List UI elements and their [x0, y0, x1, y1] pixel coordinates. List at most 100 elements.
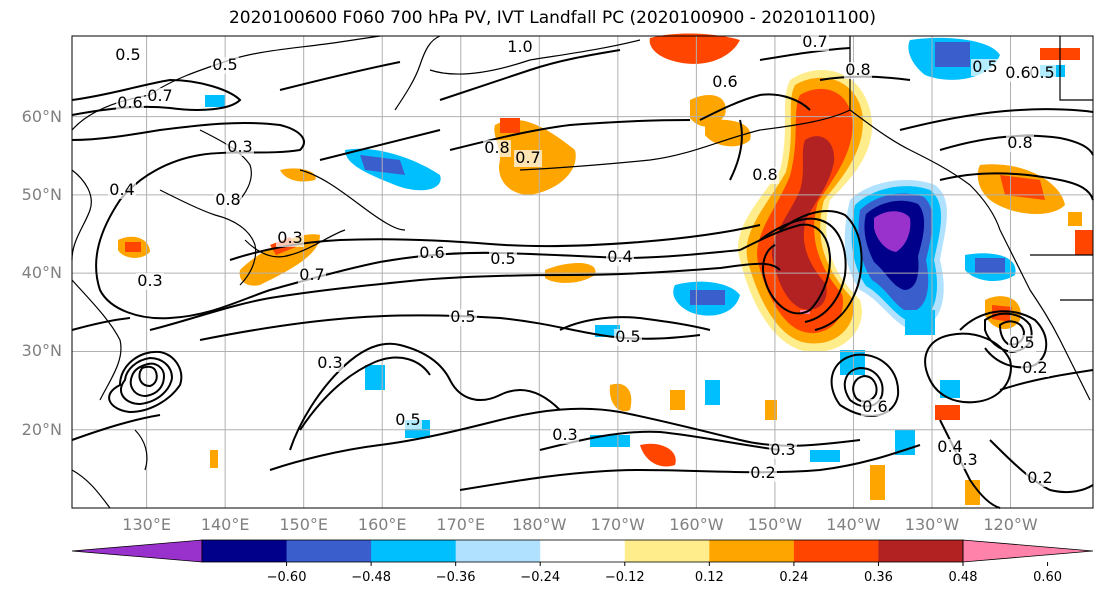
- longitude-label: 160°E: [357, 515, 407, 534]
- contour-label-bg: [711, 74, 739, 91]
- contour-label: 0.3: [277, 228, 302, 247]
- colorbar-swatch: [793, 540, 879, 562]
- colorbar-swatch: [878, 540, 964, 562]
- contour-label: 0.6: [117, 93, 142, 112]
- contour-label: 0.5: [972, 57, 997, 76]
- positive-pv-sub6: [870, 465, 885, 500]
- contour-label: 0.8: [484, 138, 509, 157]
- longitude-label: 160°W: [669, 515, 724, 534]
- contour-label-bg: [801, 34, 829, 51]
- positive-pv-sub5: [935, 405, 960, 420]
- longitude-label: 170°W: [590, 515, 645, 534]
- colorbar-tick-label: −0.36: [435, 570, 476, 585]
- contour-label: 0.6: [419, 243, 444, 262]
- contour-label: 0.7: [147, 86, 172, 105]
- positive-pv-topright: [705, 119, 751, 147]
- contour-label-bg: [483, 140, 511, 157]
- contour-label-bg: [276, 230, 304, 247]
- contour-label-bg: [394, 412, 422, 429]
- negative-pv-topright-core: [935, 42, 970, 67]
- contour-label: 0.5: [212, 55, 237, 74]
- negative-pv-small7: [705, 380, 720, 405]
- contour-label-bg: [1026, 470, 1054, 487]
- positive-pv-bering-core: [500, 118, 520, 133]
- contour-label-bg: [769, 442, 797, 459]
- colorbar-tick-label: 0.36: [863, 570, 893, 585]
- longitude-label: 130°W: [904, 515, 960, 534]
- contour-label-bg: [606, 249, 634, 266]
- colorbar-tick-label: 0.12: [694, 570, 724, 585]
- latitude-label: 40°N: [21, 263, 62, 283]
- negative-pv-small11: [940, 380, 960, 398]
- latitude-label: 30°N: [21, 341, 62, 361]
- negative-pv-small8: [810, 450, 840, 462]
- contour-label-bg: [226, 139, 254, 156]
- negative-pv-small9: [205, 95, 225, 107]
- pv-shading: [118, 33, 1093, 505]
- positive-pv-sub7: [965, 480, 980, 505]
- contour-label-bg: [936, 439, 964, 456]
- positive-pv-sub2: [640, 443, 676, 467]
- positive-pv-sub1: [609, 383, 632, 412]
- contour-label-bg: [449, 309, 477, 326]
- contour-label-bg: [951, 452, 979, 469]
- negative-pv-east-core: [975, 258, 1005, 273]
- colorbar-tick-label: −0.12: [604, 570, 645, 585]
- contour-label: 0.8: [215, 190, 240, 209]
- contour-label-bg: [749, 465, 777, 482]
- contour-label-bg: [316, 355, 344, 372]
- contour-label: 0.6: [1005, 63, 1030, 82]
- colorbar-tick-label: −0.24: [520, 570, 561, 585]
- positive-pv-sub10: [1068, 212, 1082, 226]
- contour-label-bg: [1028, 65, 1056, 82]
- colorbar-frame: [201, 539, 964, 563]
- contour-label: 0.3: [770, 440, 795, 459]
- contour-label: 0.7: [802, 32, 827, 51]
- contour-label-bg: [214, 192, 242, 209]
- colorbar-tick-label: 0.24: [779, 570, 809, 585]
- positive-pv-top: [649, 33, 740, 64]
- contour-label-bg: [211, 57, 239, 74]
- positive-pv-sub9: [280, 168, 316, 182]
- map-frame: [71, 35, 1094, 509]
- colorbar-tick-label: 0.48: [948, 570, 978, 585]
- contour-label: 0.7: [515, 148, 540, 167]
- contour-label-bg: [514, 150, 542, 167]
- contour-label: 0.2: [1022, 358, 1047, 377]
- colorbar-swatch: [455, 540, 541, 562]
- contour-label-bg: [1004, 65, 1032, 82]
- longitude-label: 150°E: [279, 515, 329, 534]
- colorbar-swatch: [540, 540, 626, 562]
- latitude-label: 50°N: [21, 184, 62, 204]
- negative-pv-small1: [595, 325, 620, 337]
- contour-label: 0.4: [109, 180, 134, 199]
- contour-labels: 0.50.50.6 0.71.0 0.70.80.60.50.3 0.80.70.40…: [108, 32, 1056, 487]
- negative-pv-small4: [590, 435, 630, 447]
- positive-pv-topright2-core: [1000, 175, 1045, 200]
- contour-label-bg: [506, 39, 534, 56]
- colorbar-swatch: [286, 540, 372, 562]
- positive-pv-ridge-alaska-max: [771, 136, 835, 310]
- contour-label-bg: [751, 167, 779, 184]
- latitude-label: 20°N: [21, 419, 62, 439]
- coastlines: [71, 35, 1093, 509]
- colorbar-tick-label: −0.48: [351, 570, 392, 585]
- negative-pv-east-pac-core: [690, 290, 725, 305]
- contour-label: 0.5: [450, 307, 475, 326]
- longitude-label: 130°E: [122, 515, 171, 534]
- contour-label: 0.5: [490, 249, 515, 268]
- contour-label-bg: [114, 47, 142, 64]
- contour-label-bg: [614, 329, 642, 346]
- contour-label: 0.3: [317, 353, 342, 372]
- colorbar: [71, 539, 1094, 566]
- colorbar-swatch: [202, 540, 288, 562]
- negative-pv-gulf-alaska-min: [874, 211, 911, 252]
- contour-label-bg: [1006, 135, 1034, 152]
- contour-label: 0.8: [752, 165, 777, 184]
- map-title: 2020100600 F060 700 hPa PV, IVT Landfall…: [228, 8, 876, 28]
- contour-label: 0.2: [1027, 468, 1052, 487]
- latitude-label: 60°N: [21, 106, 62, 126]
- contour-label-bg: [861, 399, 889, 416]
- longitude-label: 150°W: [747, 515, 803, 534]
